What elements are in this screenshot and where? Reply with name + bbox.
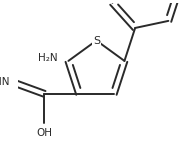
Text: S: S bbox=[93, 35, 100, 46]
Text: OH: OH bbox=[36, 128, 53, 138]
Text: H₂N: H₂N bbox=[39, 53, 58, 63]
Text: HN: HN bbox=[0, 77, 9, 87]
